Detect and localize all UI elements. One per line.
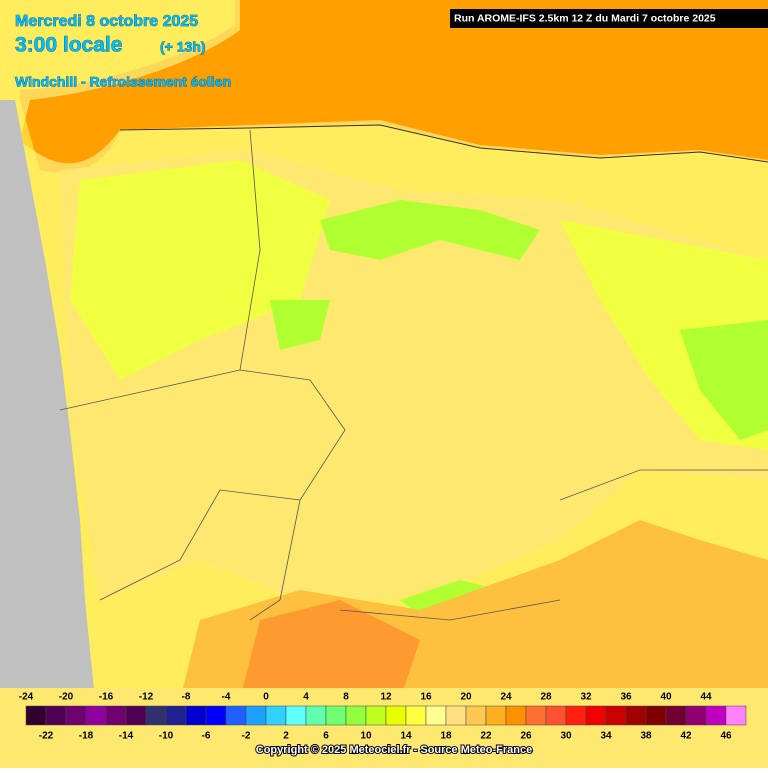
legend-label: 44 — [700, 692, 712, 703]
legend-swatch — [25, 705, 47, 726]
legend-label: 20 — [460, 692, 472, 703]
legend-label: 8 — [343, 692, 349, 703]
legend-label: -4 — [222, 692, 231, 703]
legend-label: 16 — [420, 692, 432, 703]
legend-swatch — [265, 705, 287, 726]
legend-label: 0 — [263, 692, 269, 703]
legend-swatch — [485, 705, 507, 726]
legend-swatch — [45, 705, 67, 726]
green-patch — [680, 320, 768, 440]
legend-label: 2 — [283, 731, 289, 742]
legend-swatch — [225, 705, 247, 726]
legend-swatch — [145, 705, 167, 726]
legend-swatch — [125, 705, 147, 726]
copyright: Copyright © 2025 Meteociel.fr - Source M… — [256, 744, 532, 756]
legend-swatch — [405, 705, 427, 726]
valid-time: 3:00 locale — [15, 34, 122, 57]
run-box — [450, 9, 768, 28]
legend-label: -24 — [19, 692, 34, 703]
legend-label: 18 — [440, 731, 452, 742]
legend-swatch — [185, 705, 207, 726]
legend-label: 34 — [600, 731, 612, 742]
legend-swatch — [725, 705, 747, 726]
legend-swatch — [645, 705, 667, 726]
borders — [59, 129, 768, 621]
legend-label: -2 — [242, 731, 251, 742]
legend-label: 24 — [500, 692, 512, 703]
legend-swatch — [605, 705, 627, 726]
legend-label: 42 — [680, 731, 692, 742]
legend-swatch — [625, 705, 647, 726]
legend-background — [0, 688, 768, 768]
legend-label: 28 — [540, 692, 552, 703]
legend-label: 10 — [360, 731, 372, 742]
legend-swatch — [685, 705, 707, 726]
legend-swatch — [365, 705, 387, 726]
lead-time: (+ 13h) — [160, 39, 206, 55]
legend-swatch — [105, 705, 127, 726]
legend-label: 32 — [580, 692, 592, 703]
legend-swatch — [205, 705, 227, 726]
legend-label: 46 — [720, 731, 732, 742]
legend-swatch — [65, 705, 87, 726]
legend-label: -22 — [39, 731, 54, 742]
legend-label: 40 — [660, 692, 672, 703]
legend-swatch — [325, 705, 347, 726]
date: Mercredi 8 octobre 2025 — [15, 13, 198, 30]
legend-label: -20 — [59, 692, 74, 703]
legend-swatch — [505, 705, 527, 726]
coastline — [119, 124, 768, 163]
legend-label: 4 — [303, 692, 309, 703]
legend-label: -18 — [79, 731, 94, 742]
parameter: Windchill - Refroissement éolien — [15, 74, 231, 90]
legend-swatch — [525, 705, 547, 726]
legend-label: 30 — [560, 731, 572, 742]
legend-swatch — [345, 705, 367, 726]
legend-swatch — [545, 705, 567, 726]
legend-label: -14 — [119, 731, 134, 742]
legend-label: 38 — [640, 731, 652, 742]
legend-swatch — [385, 705, 407, 726]
legend-swatch — [425, 705, 447, 726]
ocean-mask — [0, 100, 95, 700]
legend-label: 6 — [323, 731, 329, 742]
legend-swatch — [165, 705, 187, 726]
legend-label: 26 — [520, 731, 532, 742]
legend-label: 22 — [480, 731, 492, 742]
legend-label: -12 — [139, 692, 154, 703]
legend-swatch — [465, 705, 487, 726]
legend: -24-22-20-18-16-14-12-10-8-6-4-202468101… — [19, 692, 747, 742]
legend-swatch — [665, 705, 687, 726]
legend-label: -8 — [182, 692, 191, 703]
legend-label: -16 — [99, 692, 114, 703]
legend-label: 12 — [380, 692, 392, 703]
legend-label: -10 — [159, 731, 174, 742]
legend-label: 36 — [620, 692, 632, 703]
legend-swatch — [585, 705, 607, 726]
legend-label: -6 — [202, 731, 211, 742]
run-info: Run AROME-IFS 2.5km 12 Z du Mardi 7 octo… — [454, 12, 716, 24]
green-patch — [320, 200, 540, 260]
legend-swatch — [245, 705, 267, 726]
green-patch — [270, 300, 330, 350]
legend-swatch — [285, 705, 307, 726]
legend-label: 14 — [400, 731, 412, 742]
legend-swatch — [445, 705, 467, 726]
legend-swatch — [565, 705, 587, 726]
legend-swatch — [305, 705, 327, 726]
coastal-yellow — [70, 160, 330, 380]
warm-patch — [240, 600, 420, 700]
legend-swatch — [85, 705, 107, 726]
legend-swatch — [705, 705, 727, 726]
